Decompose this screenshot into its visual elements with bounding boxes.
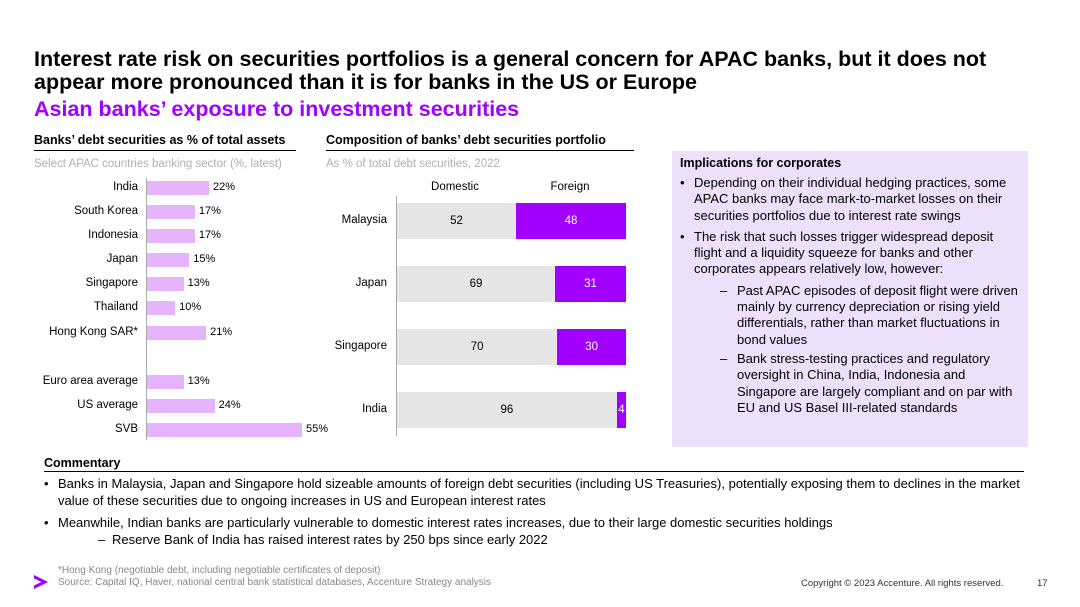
- mid-chart-axis: [396, 196, 397, 436]
- left-chart-category-label: Indonesia: [88, 229, 138, 241]
- left-chart-value-label: 17%: [198, 229, 221, 241]
- page-number: 17: [1037, 578, 1048, 589]
- mid-chart-subtitle: As % of total debt securities, 2022: [326, 158, 500, 170]
- left-chart-value-label: 10%: [179, 301, 202, 313]
- left-chart-category-label: Hong Kong SAR*: [49, 326, 138, 338]
- left-bar-chart: India 22% South Korea 17% Indonesia 17% Japan 1…: [0, 0, 340, 450]
- left-chart-category-label: Euro area average: [42, 375, 138, 387]
- left-chart-value-label: 22%: [213, 181, 236, 193]
- implication-subbullet: – Bank stress-testing practices and regu…: [720, 350, 1013, 415]
- commentary-rule: [44, 471, 1024, 472]
- left-chart-bar: [147, 229, 195, 243]
- left-chart-category-label: US average: [77, 399, 138, 411]
- slide-title: Interest rate risk on securities portfol…: [34, 47, 987, 94]
- footnote: *Hong Kong (negotiable debt, including n…: [58, 565, 381, 576]
- source-note: Source: Capital IQ, Haver, national cent…: [58, 577, 492, 588]
- left-chart-bar: [147, 326, 207, 340]
- left-chart-axis: [146, 178, 147, 440]
- implication-subbullet: – Past APAC episodes of deposit flight w…: [720, 282, 1018, 347]
- series-header-foreign: Foreign: [550, 181, 590, 193]
- left-chart-bar: [147, 301, 176, 315]
- left-chart-value-label: 13%: [187, 375, 210, 387]
- mid-chart-category-label: Japan: [355, 277, 387, 289]
- left-chart-title: Banks’ debt securities as % of total ass…: [34, 133, 286, 147]
- stacked-segment-domestic: 96: [397, 392, 617, 428]
- left-chart-rule: [34, 150, 296, 151]
- left-chart-value-label: 21%: [210, 326, 233, 338]
- stacked-segment-foreign: 48: [516, 203, 626, 239]
- left-chart-value-label: 15%: [193, 253, 216, 265]
- series-header-domestic: Domestic: [431, 181, 479, 193]
- stacked-segment-domestic: 52: [397, 203, 517, 239]
- commentary-title: Commentary: [44, 456, 121, 470]
- stacked-segment-domestic: 70: [397, 329, 558, 365]
- implications-box: Implications for corporates • Depending …: [672, 151, 1028, 447]
- commentary-bullet: • Meanwhile, Indian banks are particular…: [44, 515, 833, 530]
- commentary-subbullet: – Reserve Bank of India has raised inter…: [98, 531, 548, 547]
- left-chart-category-label: India: [113, 181, 138, 193]
- left-chart-value-label: 55%: [306, 423, 329, 435]
- mid-chart-category-label: India: [362, 403, 387, 415]
- implications-title: Implications for corporates: [680, 156, 842, 170]
- left-chart-value-label: 24%: [218, 399, 241, 411]
- left-chart-value-label: 17%: [198, 205, 221, 217]
- mid-chart-category-label: Malaysia: [341, 214, 387, 226]
- left-chart-category-label: SVB: [114, 423, 138, 435]
- left-chart-bar: [147, 205, 195, 219]
- implication-bullet: • Depending on their individual hedging …: [680, 175, 1007, 223]
- left-chart-category-label: South Korea: [74, 205, 138, 217]
- commentary-list: • Banks in Malaysia, Japan and Singapore…: [44, 476, 1024, 548]
- left-chart-bar: [147, 399, 215, 413]
- left-chart-bar: [147, 277, 184, 291]
- slide-subtitle: Asian banks’ exposure to investment secu…: [34, 97, 520, 121]
- left-chart-bar: [147, 181, 209, 195]
- stacked-segment-foreign: 30: [557, 329, 626, 365]
- mid-chart-category-label: Singapore: [334, 340, 387, 352]
- stacked-segment-domestic: 69: [397, 266, 555, 302]
- left-chart-category-label: Thailand: [93, 301, 138, 313]
- stacked-segment-foreign: 31: [555, 266, 626, 302]
- left-chart-subtitle: Select APAC countries banking sector (%,…: [34, 158, 282, 170]
- left-chart-value-label: 13%: [187, 277, 210, 289]
- mid-chart-rule: [326, 150, 634, 151]
- commentary-bullet: • Banks in Malaysia, Japan and Singapore…: [44, 476, 1020, 508]
- implication-bullet: • The risk that such losses trigger wide…: [680, 228, 994, 277]
- mid-chart-title: Composition of banks’ debt securities po…: [326, 133, 606, 147]
- stacked-bar-chart: Domestic Foreign Malaysia 52 48 Japan 69 31 Sing…: [0, 0, 660, 450]
- copyright: Copyright © 2023 Accenture. All rights r…: [801, 578, 1004, 589]
- left-chart-category-label: Singapore: [85, 277, 138, 289]
- implications-list: • Depending on their individual hedging …: [680, 175, 1022, 416]
- left-chart-bar: [147, 375, 184, 389]
- left-chart-category-label: Japan: [106, 253, 138, 265]
- left-chart-bar: [147, 423, 302, 437]
- left-chart-bar: [147, 253, 190, 267]
- stacked-segment-foreign: 4: [616, 392, 626, 428]
- accenture-logo-icon: [32, 573, 50, 591]
